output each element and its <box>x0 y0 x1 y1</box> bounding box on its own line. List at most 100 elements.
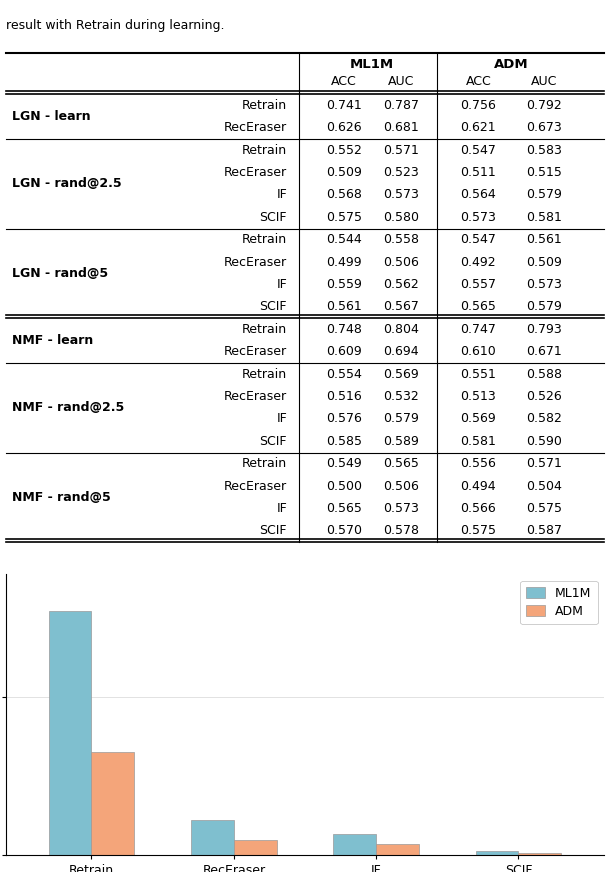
Text: 0.587: 0.587 <box>526 524 562 537</box>
Text: 0.551: 0.551 <box>461 368 497 381</box>
Text: 0.681: 0.681 <box>382 121 418 134</box>
Text: 0.626: 0.626 <box>326 121 362 134</box>
Text: IF: IF <box>276 188 287 201</box>
Text: 0.565: 0.565 <box>382 457 418 470</box>
Text: NMF - learn: NMF - learn <box>12 334 93 347</box>
Legend: ML1M, ADM: ML1M, ADM <box>520 581 598 624</box>
Text: 0.506: 0.506 <box>382 255 418 269</box>
Bar <box>191 820 234 855</box>
Text: 0.565: 0.565 <box>326 502 362 515</box>
Text: 0.575: 0.575 <box>326 211 362 224</box>
Text: 0.585: 0.585 <box>326 435 362 448</box>
Text: ADM: ADM <box>494 58 528 72</box>
Text: 0.500: 0.500 <box>326 480 362 493</box>
Text: Retrain: Retrain <box>242 323 287 336</box>
Text: 0.671: 0.671 <box>526 345 562 358</box>
Text: SCIF: SCIF <box>260 301 287 313</box>
Text: 0.579: 0.579 <box>526 188 562 201</box>
Text: 0.748: 0.748 <box>326 323 362 336</box>
Text: 0.581: 0.581 <box>526 211 562 224</box>
Text: 0.509: 0.509 <box>326 166 362 179</box>
Text: 0.589: 0.589 <box>382 435 418 448</box>
Text: 0.793: 0.793 <box>526 323 562 336</box>
Text: 0.511: 0.511 <box>461 166 497 179</box>
Text: 0.575: 0.575 <box>526 502 562 515</box>
Text: 0.570: 0.570 <box>326 524 362 537</box>
Text: 0.609: 0.609 <box>326 345 362 358</box>
Text: Retrain: Retrain <box>242 99 287 112</box>
Text: 0.499: 0.499 <box>326 255 362 269</box>
Text: NMF - rand@5: NMF - rand@5 <box>12 491 111 504</box>
Text: Retrain: Retrain <box>242 144 287 157</box>
Text: 0.561: 0.561 <box>526 233 562 246</box>
Text: 0.621: 0.621 <box>461 121 496 134</box>
Text: 0.741: 0.741 <box>326 99 362 112</box>
Text: SCIF: SCIF <box>260 524 287 537</box>
Bar <box>234 841 276 855</box>
Text: 0.523: 0.523 <box>382 166 418 179</box>
Text: RecEraser: RecEraser <box>224 255 287 269</box>
Text: 0.756: 0.756 <box>461 99 497 112</box>
Text: AUC: AUC <box>387 75 414 88</box>
Text: ACC: ACC <box>465 75 491 88</box>
Bar <box>376 843 419 855</box>
Text: 0.562: 0.562 <box>382 278 418 291</box>
Text: 0.532: 0.532 <box>382 390 418 403</box>
Text: 0.590: 0.590 <box>526 435 562 448</box>
Text: ACC: ACC <box>331 75 357 88</box>
Text: AUC: AUC <box>531 75 558 88</box>
Text: 0.559: 0.559 <box>326 278 362 291</box>
Text: 0.571: 0.571 <box>382 144 418 157</box>
Text: RecEraser: RecEraser <box>224 345 287 358</box>
Bar <box>49 611 92 855</box>
Bar <box>334 835 376 855</box>
Text: RecEraser: RecEraser <box>224 166 287 179</box>
Text: 0.554: 0.554 <box>326 368 362 381</box>
Text: 0.549: 0.549 <box>326 457 362 470</box>
Bar <box>92 753 134 855</box>
Text: 0.571: 0.571 <box>526 457 562 470</box>
Bar <box>518 854 561 855</box>
Text: IF: IF <box>276 278 287 291</box>
Text: 0.515: 0.515 <box>526 166 562 179</box>
Text: 0.547: 0.547 <box>461 233 497 246</box>
Text: 0.568: 0.568 <box>326 188 362 201</box>
Text: 0.747: 0.747 <box>461 323 497 336</box>
Text: 0.578: 0.578 <box>382 524 418 537</box>
Text: 0.787: 0.787 <box>382 99 418 112</box>
Text: 0.569: 0.569 <box>461 412 497 426</box>
Text: IF: IF <box>276 502 287 515</box>
Text: 0.804: 0.804 <box>382 323 418 336</box>
Text: 0.513: 0.513 <box>461 390 497 403</box>
Text: ML1M: ML1M <box>350 58 394 72</box>
Text: 0.492: 0.492 <box>461 255 496 269</box>
Text: RecEraser: RecEraser <box>224 390 287 403</box>
Text: 0.573: 0.573 <box>526 278 562 291</box>
Text: 0.561: 0.561 <box>326 301 362 313</box>
Text: 0.673: 0.673 <box>526 121 562 134</box>
Text: 0.582: 0.582 <box>526 412 562 426</box>
Text: 0.558: 0.558 <box>382 233 418 246</box>
Text: 0.569: 0.569 <box>382 368 418 381</box>
Text: LGN - learn: LGN - learn <box>12 110 91 123</box>
Text: 0.588: 0.588 <box>526 368 562 381</box>
Text: 0.581: 0.581 <box>461 435 497 448</box>
Text: 0.506: 0.506 <box>382 480 418 493</box>
Text: Retrain: Retrain <box>242 368 287 381</box>
Text: 0.576: 0.576 <box>326 412 362 426</box>
Text: 0.573: 0.573 <box>382 188 418 201</box>
Text: Retrain: Retrain <box>242 233 287 246</box>
Text: LGN - rand@5: LGN - rand@5 <box>12 267 108 280</box>
Text: 0.565: 0.565 <box>461 301 497 313</box>
Text: 0.516: 0.516 <box>326 390 362 403</box>
Text: RecEraser: RecEraser <box>224 121 287 134</box>
Text: 0.610: 0.610 <box>461 345 497 358</box>
Text: 0.567: 0.567 <box>382 301 418 313</box>
Text: SCIF: SCIF <box>260 211 287 224</box>
Text: 0.557: 0.557 <box>461 278 497 291</box>
Text: 0.544: 0.544 <box>326 233 362 246</box>
Text: Retrain: Retrain <box>242 457 287 470</box>
Text: 0.526: 0.526 <box>526 390 562 403</box>
Bar <box>476 851 518 855</box>
Text: 0.509: 0.509 <box>526 255 562 269</box>
